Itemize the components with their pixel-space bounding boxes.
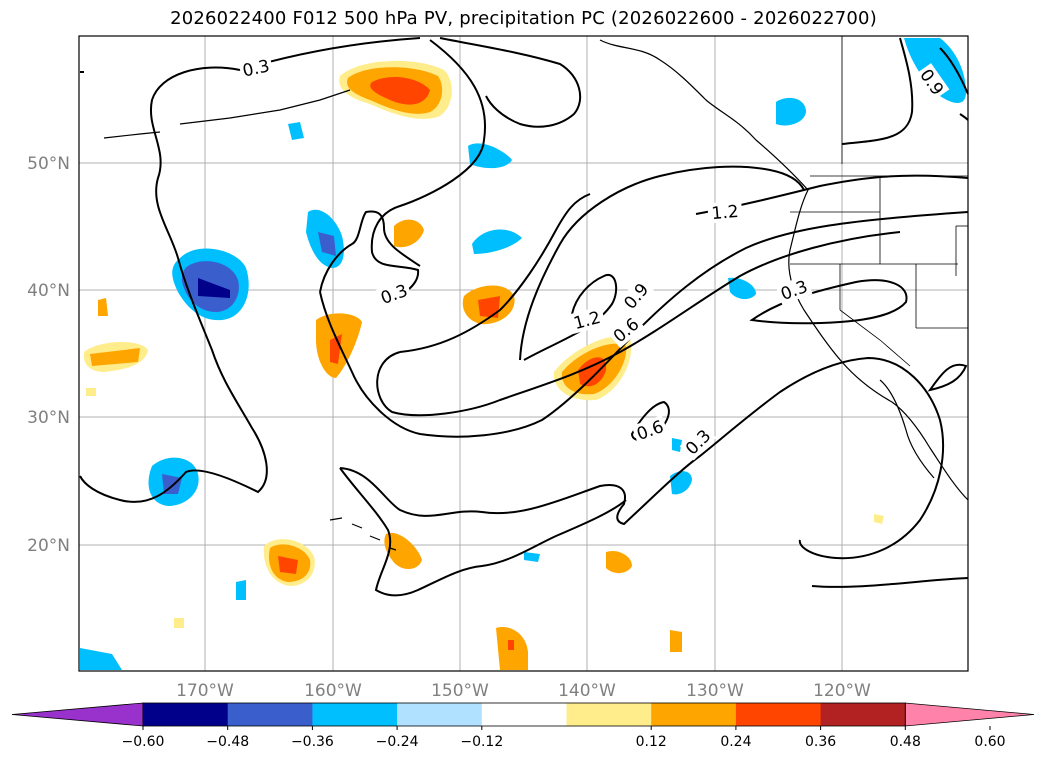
contour-label: 0.9 <box>620 280 653 314</box>
colorbar-extension-high <box>904 702 1035 727</box>
colorbar-outline <box>142 702 906 727</box>
colorbar-segment <box>735 703 822 726</box>
colorbar-segment <box>312 703 398 726</box>
lon-label: 120°W <box>813 681 871 701</box>
lon-label: 150°W <box>431 681 489 701</box>
colorbar-ticks: −0.60 −0.48 −0.36 −0.24 −0.12 0.12 0.24 0.36 0.4… <box>122 726 1006 750</box>
contour-label: 0.3 <box>241 56 272 81</box>
colorbar-segment <box>566 703 652 726</box>
colorbar-tick-label: −0.12 <box>460 734 503 750</box>
colorbar-segment <box>227 703 313 726</box>
colorbar-segment <box>820 703 906 726</box>
lon-label: 140°W <box>558 681 616 701</box>
colorbar-tick-label: 0.60 <box>974 734 1005 750</box>
colorbar-tick-label: 0.48 <box>890 734 921 750</box>
colorbar-segment <box>397 703 483 726</box>
colorbar-tick-label: −0.36 <box>291 734 334 750</box>
map-frame <box>78 35 969 672</box>
contour-label: 1.2 <box>711 202 740 224</box>
colorbar-segment <box>651 703 737 726</box>
colorbar <box>11 702 1035 727</box>
lon-label: 170°W <box>176 681 234 701</box>
colorbar-segment <box>143 703 229 726</box>
map-title: 2026022400 F012 500 hPa PV, precipitatio… <box>170 8 877 29</box>
longitude-labels: 170°W 160°W 150°W 140°W 130°W 120°W <box>176 681 871 701</box>
colorbar-tick-label: 0.36 <box>805 734 836 750</box>
colorbar-tick-label: 0.12 <box>636 734 667 750</box>
lat-label: 20°N <box>27 536 70 556</box>
pv-contours <box>79 37 969 597</box>
colorbar-tick-label: 0.24 <box>720 734 751 750</box>
lon-label: 130°W <box>686 681 744 701</box>
colorbar-segment <box>481 703 567 726</box>
latitude-labels: 50°N 40°N 30°N 20°N <box>27 154 70 556</box>
colorbar-tick-label: −0.24 <box>376 734 419 750</box>
colorbar-tick-label: −0.60 <box>122 734 165 750</box>
lat-label: 40°N <box>27 281 70 301</box>
lat-label: 50°N <box>27 154 70 174</box>
lat-label: 30°N <box>27 408 70 428</box>
contour-label: 0.3 <box>682 426 715 459</box>
colorbar-extension-low <box>11 702 144 727</box>
contour-label: 1.2 <box>572 308 603 334</box>
colorbar-tick-label: −0.48 <box>206 734 249 750</box>
coastlines <box>103 39 969 551</box>
lon-label: 160°W <box>304 681 362 701</box>
